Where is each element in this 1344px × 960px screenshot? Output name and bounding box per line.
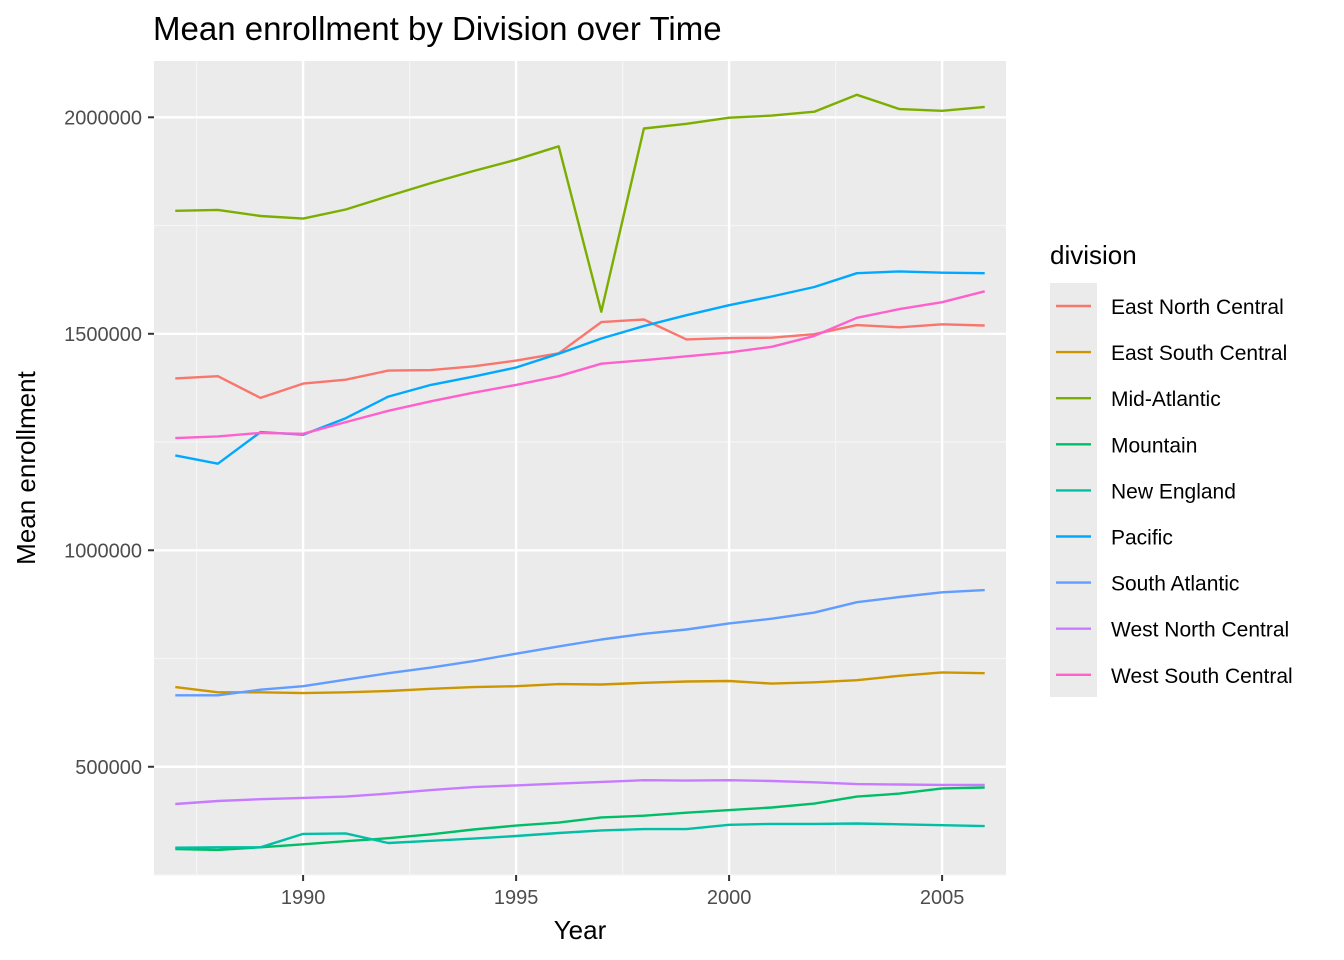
legend-label: South Atlantic [1111,573,1239,596]
chart-title: Mean enrollment by Division over Time [153,10,722,47]
legend-title: division [1050,240,1137,270]
x-axis-title: Year [554,915,607,945]
x-tick-label: 2000 [707,887,752,909]
x-tick-label: 1995 [494,887,539,909]
series-line-east-north-central [175,318,985,400]
x-tick-label: 1990 [281,887,326,909]
series-line-mountain [175,786,985,852]
series-line-east-south-central [175,671,985,695]
gridlines [154,61,1006,876]
legend-label: West North Central [1111,619,1289,642]
y-tick-label: 500000 [75,757,142,779]
legend-label: Mid-Atlantic [1111,388,1221,411]
y-tick-label: 1000000 [64,540,142,562]
legend: division East North Central East South Ce… [1050,240,1293,697]
x-tick-label: 2005 [920,887,965,909]
series-line-south-atlantic [175,588,985,697]
y-axis-title: Mean enrollment [11,370,41,564]
legend-label: Mountain [1111,434,1197,457]
y-tick-label: 1500000 [64,324,142,346]
legend-label: West South Central [1111,665,1293,688]
series-line-new-england [175,822,985,849]
series-line-west-south-central [175,290,985,440]
legend-label: East North Central [1111,296,1284,319]
y-tick-label: 2000000 [64,107,142,129]
y-axis: 500000 1000000 1500000 2000000 [64,107,154,779]
plot-panel [154,61,1006,875]
x-axis: 1990 1995 2000 2005 [281,875,965,909]
legend-label: New England [1111,480,1236,503]
series-lines [175,93,985,852]
series-line-mid-atlantic [175,93,985,313]
series-line-west-north-central [175,779,985,806]
legend-label: Pacific [1111,527,1173,550]
legend-label: East South Central [1111,342,1287,365]
